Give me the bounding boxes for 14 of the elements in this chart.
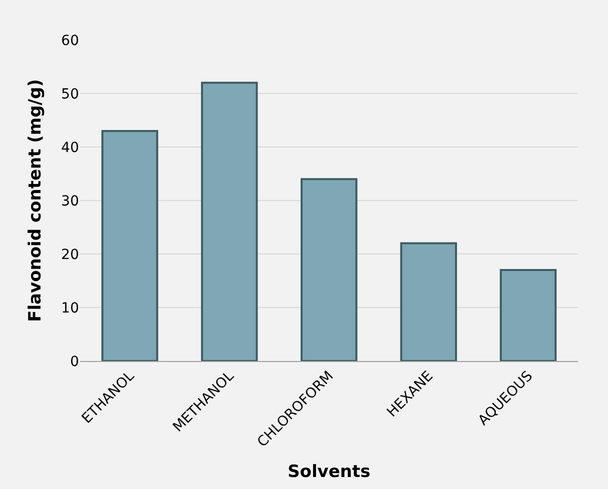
y-tick-label: 30 [61, 193, 79, 210]
bar [500, 269, 557, 361]
bar [400, 242, 457, 361]
bar [300, 178, 358, 361]
bar [201, 82, 258, 361]
y-tick-label: 20 [61, 246, 79, 263]
x-axis-title: Solvents [288, 462, 370, 482]
y-tick-label: 10 [61, 300, 79, 316]
y-axis-title: Flavonoid content (mg/g) [26, 79, 46, 322]
y-tick-label: 50 [61, 86, 79, 102]
bar [101, 130, 158, 361]
y-tick-label: 60 [61, 32, 79, 49]
y-tick-label: 40 [61, 140, 79, 156]
y-tick-label: 0 [70, 354, 79, 370]
